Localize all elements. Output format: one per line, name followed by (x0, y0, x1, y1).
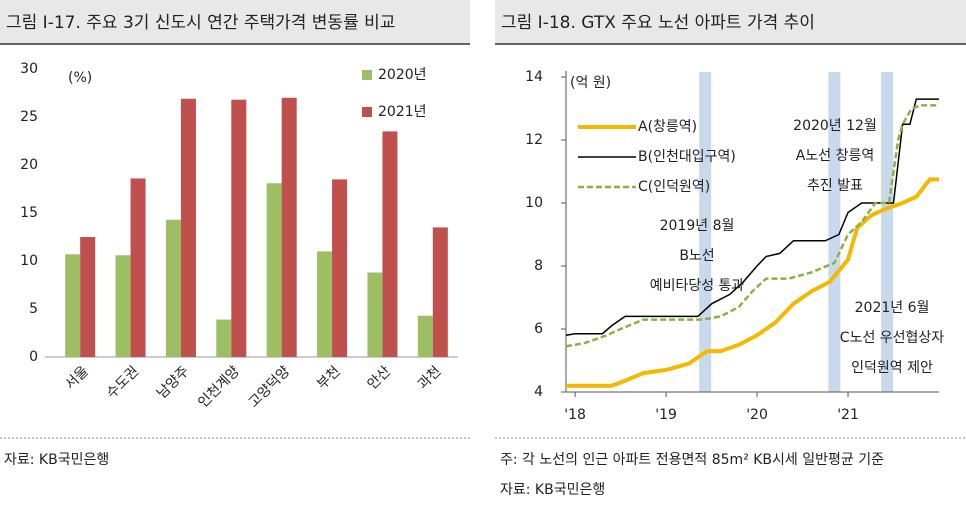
y-tick-label: 5 (29, 301, 38, 317)
title-bar (0, 0, 470, 44)
annotation: 2019년 8월 (660, 218, 735, 234)
unit-label: (%) (68, 70, 92, 86)
y-tick-label: 12 (525, 132, 543, 148)
legend-label: C(인덕원역) (638, 179, 710, 195)
x-tick-label: 수도권 (104, 363, 143, 402)
title-bar (495, 0, 966, 44)
source: 자료: KB국민은행 (500, 482, 605, 498)
note: 주: 각 노선의 인근 아파트 전용면적 85m² KB시세 일반평균 기준 (500, 452, 884, 468)
bar (432, 227, 448, 357)
series-line (566, 177, 939, 388)
bar (281, 97, 297, 358)
x-tick-label: '21 (837, 407, 859, 423)
x-tick-label: '18 (564, 407, 586, 423)
y-tick-label: 10 (525, 195, 543, 211)
y-tick-label: 4 (534, 384, 543, 400)
bar (130, 178, 146, 357)
y-tick-label: 10 (20, 253, 38, 269)
source: 자료: KB국민은행 (4, 452, 109, 468)
x-tick-label: '19 (655, 407, 677, 423)
bar (382, 131, 398, 357)
annotation: A노선 창릉역 (796, 148, 874, 164)
x-tick-label: 인천계양 (195, 363, 243, 411)
bar (80, 237, 96, 357)
x-tick-label: 부천 (314, 363, 344, 393)
highlight-band (828, 72, 841, 392)
chart-title: 그림 Ⅰ-17. 주요 3기 신도시 연간 주택가격 변동률 비교 (6, 13, 395, 33)
bar (367, 272, 383, 357)
y-tick-label: 6 (534, 321, 543, 337)
y-tick-label: 14 (525, 69, 543, 85)
bar (417, 315, 433, 357)
series-line (565, 98, 939, 337)
bar (231, 99, 247, 357)
annotation: 인덕원역 제안 (851, 360, 933, 376)
x-tick-label: 안산 (365, 363, 395, 393)
chart-title: 그림 Ⅰ-18. GTX 주요 노선 아파트 가격 추이 (501, 13, 815, 33)
bar (115, 255, 131, 357)
annotation: 예비타당성 통과 (650, 278, 745, 294)
x-tick-label: 서울 (62, 363, 92, 393)
y-tick-label: 30 (20, 61, 38, 77)
series-line (565, 104, 939, 348)
y-tick-label: 15 (20, 205, 38, 221)
legend-swatch (362, 70, 372, 80)
x-tick-label: '20 (746, 407, 768, 423)
legend-swatch (362, 107, 372, 117)
bar (266, 183, 282, 357)
annotation: B노선 (679, 248, 714, 264)
bar (216, 319, 232, 357)
unit-label: (억 원) (570, 75, 611, 91)
annotation: 2020년 12월 (793, 118, 877, 134)
legend-label: A(창릉역) (638, 119, 697, 135)
bar (317, 251, 333, 357)
y-tick-label: 20 (20, 157, 38, 173)
y-tick-label: 0 (29, 349, 38, 365)
bar (165, 219, 181, 357)
annotation: 추진 발표 (807, 178, 863, 194)
y-tick-label: 8 (534, 258, 543, 274)
annotation: 2021년 6월 (855, 300, 930, 316)
legend-label: 2020년 (378, 67, 427, 83)
bar (180, 98, 196, 357)
legend-label: B(인천대입구역) (638, 149, 736, 165)
x-tick-label: 과천 (415, 363, 445, 393)
legend-label: 2021년 (378, 104, 427, 120)
bar (332, 179, 348, 357)
bar (65, 254, 81, 357)
annotation: C노선 우선협상자 (840, 330, 945, 346)
highlight-band (881, 72, 894, 392)
x-tick-label: 남양주 (154, 363, 193, 402)
y-tick-label: 25 (20, 109, 38, 125)
x-tick-label: 고양덕양 (246, 363, 294, 411)
